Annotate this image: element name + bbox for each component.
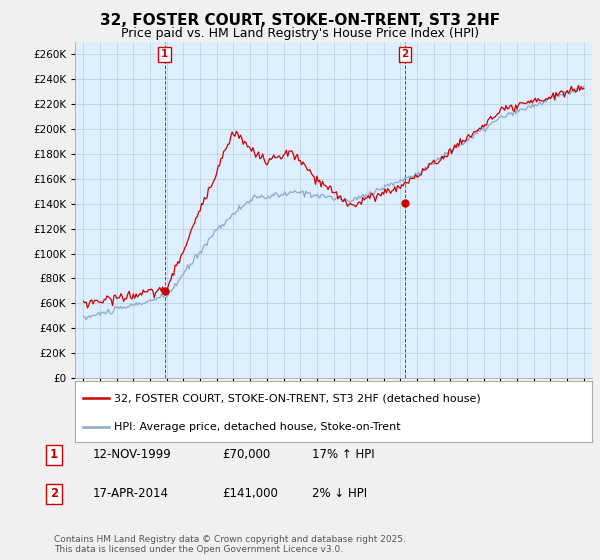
Text: £70,000: £70,000	[222, 448, 270, 461]
Text: 12-NOV-1999: 12-NOV-1999	[93, 448, 172, 461]
Text: 32, FOSTER COURT, STOKE-ON-TRENT, ST3 2HF (detached house): 32, FOSTER COURT, STOKE-ON-TRENT, ST3 2H…	[114, 393, 481, 403]
Text: 32, FOSTER COURT, STOKE-ON-TRENT, ST3 2HF: 32, FOSTER COURT, STOKE-ON-TRENT, ST3 2H…	[100, 13, 500, 28]
Text: HPI: Average price, detached house, Stoke-on-Trent: HPI: Average price, detached house, Stok…	[114, 422, 400, 432]
Text: 17-APR-2014: 17-APR-2014	[93, 487, 169, 501]
Text: 1: 1	[161, 49, 169, 59]
Text: 1: 1	[50, 448, 58, 461]
Text: £141,000: £141,000	[222, 487, 278, 501]
Text: 2: 2	[50, 487, 58, 501]
Text: 2: 2	[401, 49, 409, 59]
Text: Contains HM Land Registry data © Crown copyright and database right 2025.
This d: Contains HM Land Registry data © Crown c…	[54, 535, 406, 554]
Text: Price paid vs. HM Land Registry's House Price Index (HPI): Price paid vs. HM Land Registry's House …	[121, 27, 479, 40]
Text: 2% ↓ HPI: 2% ↓ HPI	[312, 487, 367, 501]
Text: 17% ↑ HPI: 17% ↑ HPI	[312, 448, 374, 461]
